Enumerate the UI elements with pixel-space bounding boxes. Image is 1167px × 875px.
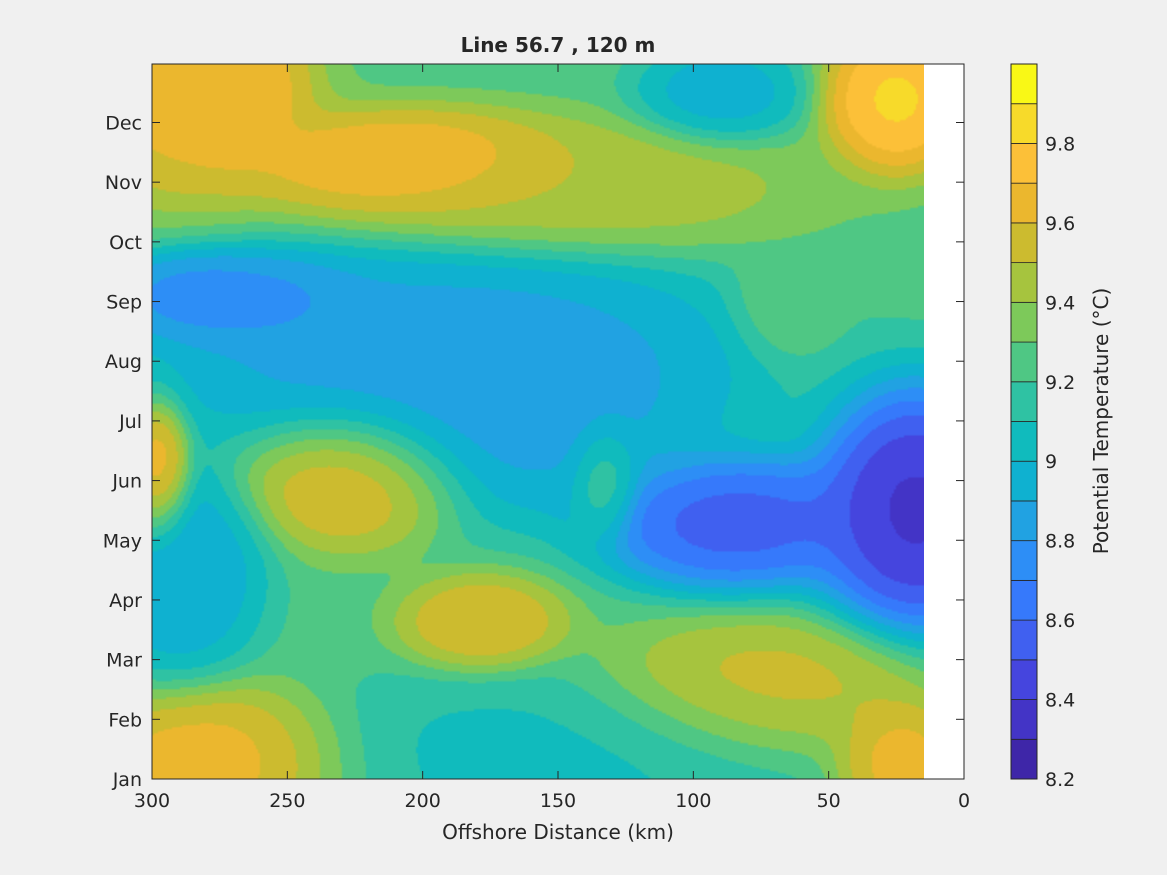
x-tick-label: 0 (958, 790, 970, 812)
colorbar-tick-label: 8.6 (1045, 610, 1075, 632)
colorbar-tick-label: 9.2 (1045, 372, 1075, 394)
colorbar-level (1010, 659, 1038, 700)
colorbar-level (1010, 301, 1038, 343)
colorbar-tick-label: 9.4 (1045, 292, 1075, 314)
colorbar-level (1010, 143, 1038, 184)
colorbar-level (1010, 381, 1038, 422)
colorbar-level (1010, 421, 1038, 462)
colorbar-level (1010, 540, 1038, 581)
x-tick-label: 150 (540, 790, 576, 812)
colorbar-level (1010, 341, 1038, 383)
chart-title: Line 56.7 , 120 m (461, 33, 656, 57)
colorbar-level (1010, 262, 1038, 303)
colorbar-level (1010, 460, 1038, 502)
y-tick-label: Mar (106, 650, 142, 672)
colorbar-tick-label: 9 (1045, 451, 1057, 473)
y-axis: Jan Feb Mar Apr May Jun Jul Aug Sep Oct Nov Dec (103, 112, 964, 791)
x-axis: 300 250 200 150 100 50 0 (134, 64, 970, 812)
y-tick-label: Jun (111, 471, 142, 493)
y-tick-label: Nov (105, 172, 142, 194)
colorbar-level (1010, 63, 1038, 105)
colorbar-tick-label: 9.6 (1045, 213, 1075, 235)
y-tick-label: Feb (108, 709, 142, 731)
colorbar-level (1010, 619, 1038, 661)
colorbar-level (1010, 182, 1038, 224)
y-tick-label: Apr (109, 590, 142, 612)
colorbar-level (1010, 103, 1038, 144)
plot-area (151, 63, 965, 780)
x-tick-label: 50 (817, 790, 841, 812)
y-tick-label: Dec (105, 112, 142, 134)
colorbar-tick-label: 8.8 (1045, 531, 1075, 553)
colorbar-level (1010, 500, 1038, 542)
contour-field (152, 64, 924, 779)
x-tick-label: 200 (405, 790, 441, 812)
colorbar-tick-label: 9.8 (1045, 133, 1075, 155)
colorbar-level (1010, 699, 1038, 740)
colorbar-level (1010, 738, 1038, 780)
y-tick-label: Oct (109, 232, 142, 254)
colorbar-tick-label: 8.2 (1045, 769, 1075, 791)
colorbar-frame (1010, 63, 1038, 780)
x-axis-label: Offshore Distance (km) (442, 820, 674, 844)
colorbar: 8.2 8.4 8.6 8.8 9 9.2 9.4 9.6 9.8 (1010, 63, 1075, 791)
y-tick-label: Jan (112, 769, 142, 791)
y-tick-label: Sep (106, 292, 142, 314)
colorbar-level (1010, 579, 1038, 621)
colorbar-tick-label: 8.4 (1045, 690, 1075, 712)
x-tick-label: 100 (675, 790, 711, 812)
y-tick-label: Aug (105, 351, 142, 373)
colorbar-label: Potential Temperature (°C) (1089, 288, 1113, 555)
x-tick-label: 250 (269, 790, 305, 812)
x-tick-label: 300 (134, 790, 170, 812)
y-tick-label: May (103, 530, 142, 552)
y-tick-label: Jul (118, 411, 142, 433)
colorbar-level (1010, 222, 1038, 264)
